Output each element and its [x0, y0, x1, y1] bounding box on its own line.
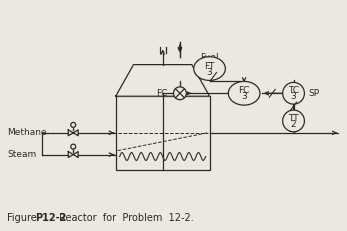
Circle shape [283, 82, 304, 104]
Text: Fuel: Fuel [200, 53, 219, 62]
Text: Methane: Methane [7, 128, 46, 137]
Circle shape [71, 144, 76, 149]
Text: FC: FC [238, 86, 250, 95]
Polygon shape [116, 65, 210, 96]
Text: 3: 3 [241, 92, 247, 101]
Text: Figure: Figure [7, 213, 37, 223]
Text: Reactor  for  Problem  12-2.: Reactor for Problem 12-2. [59, 213, 194, 223]
Text: SP: SP [308, 89, 320, 98]
Text: 3: 3 [207, 67, 212, 76]
Text: FC: FC [156, 89, 168, 98]
Circle shape [174, 87, 186, 100]
Text: P12-2: P12-2 [35, 213, 66, 223]
Text: TC: TC [288, 86, 299, 95]
Text: 2: 2 [291, 120, 296, 129]
Bar [116, 96, 210, 170]
Text: FT: FT [204, 62, 215, 71]
Circle shape [71, 122, 76, 127]
Text: TT: TT [288, 114, 299, 123]
Text: Steam: Steam [7, 150, 36, 159]
Text: 3: 3 [291, 92, 296, 101]
Ellipse shape [194, 57, 225, 80]
Circle shape [283, 110, 304, 132]
Ellipse shape [228, 81, 260, 105]
